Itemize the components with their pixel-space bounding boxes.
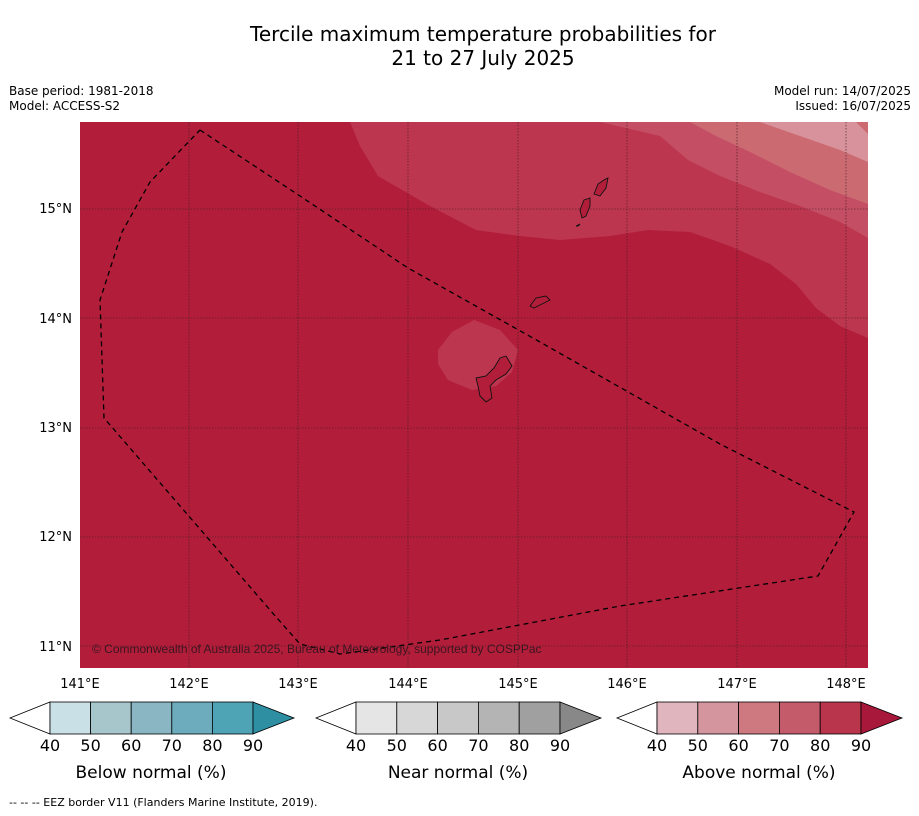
colorbar-below-tick: 50 (80, 736, 100, 755)
lat-label: 15°N (39, 202, 72, 217)
eez-footnote: -- -- -- EEZ border V11 (Flanders Marine… (9, 796, 318, 809)
lon-label: 142°E (169, 677, 209, 692)
meta-left: Base period: 1981-2018 Model: ACCESS-S2 (9, 84, 154, 114)
lat-label: 12°N (39, 530, 72, 545)
colorbar-above-tick: 70 (769, 736, 789, 755)
colorbar-label-near: Near normal (%) (388, 763, 528, 783)
title-line-2: 21 to 27 July 2025 (391, 46, 575, 70)
colorbar-above-segment (819, 701, 862, 735)
colorbar-above-tick: 60 (728, 736, 748, 755)
colorbar-near-tick: 60 (427, 736, 447, 755)
colorbar-near-tick: 80 (509, 736, 529, 755)
model-run: Model run: 14/07/2025 (773, 84, 911, 98)
colorbar-near-tick: 40 (346, 736, 366, 755)
lat-label: 14°N (39, 312, 72, 327)
colorbar-below-high-extend (252, 701, 296, 735)
gridlines (80, 122, 868, 668)
colorbar-above-high-extend (860, 701, 904, 735)
colorbar-below-tick: 60 (121, 736, 141, 755)
colorbar-above-segment (779, 701, 821, 735)
colorbar-below-segment (49, 701, 91, 735)
colorbar-above-segment (697, 701, 739, 735)
colorbar-near-segment (396, 701, 438, 735)
base-period: Base period: 1981-2018 (9, 84, 154, 98)
colorbar-near-tick: 50 (387, 736, 407, 755)
colorbar-below-segment (171, 701, 213, 735)
lon-label: 148°E (826, 677, 866, 692)
colorbar-above-tick: 90 (851, 736, 871, 755)
colorbar-below-low-extend (8, 701, 51, 735)
lon-label: 145°E (498, 677, 538, 692)
map-panel: © Commonwealth of Australia 2025, Bureau… (80, 122, 868, 668)
colorbar-near-tick: 70 (468, 736, 488, 755)
title-line-1: Tercile maximum temperature probabilitie… (250, 22, 716, 46)
colorbar-near-segment (518, 701, 561, 735)
copyright-notice: © Commonwealth of Australia 2025, Bureau… (92, 642, 542, 656)
tinian-island (579, 197, 591, 219)
lon-label: 147°E (717, 677, 757, 692)
colorbar-below-segment (90, 701, 132, 735)
lon-label: 146°E (607, 677, 647, 692)
colorbar-above-tick: 80 (810, 736, 830, 755)
lat-label: 11°N (39, 640, 72, 655)
colorbars: 40 50 60 70 80 90 40 50 60 70 80 90 40 50 60 70 80 90 (8, 701, 904, 755)
islands (475, 177, 609, 403)
guam-island (475, 355, 513, 403)
colorbar-near-high-extend (559, 701, 603, 735)
colorbar-labels: Below normal (%) Near normal (%) Above n… (76, 763, 836, 783)
colorbar-near-segment (437, 701, 479, 735)
colorbar-above-tick: 40 (647, 736, 667, 755)
colorbar-label-below: Below normal (%) (76, 763, 227, 783)
issued-date: Issued: 16/07/2025 (795, 99, 911, 113)
shade-band-50 (760, 122, 868, 162)
colorbar-below-tick: 40 (40, 736, 60, 755)
aguijan-island (575, 223, 581, 227)
meta-right: Model run: 14/07/2025 Issued: 16/07/2025 (774, 84, 911, 114)
saipan-island (593, 177, 609, 197)
map-title: Tercile maximum temperature probabilitie… (0, 22, 919, 70)
colorbar-below-segment (130, 701, 173, 735)
model-name: Model: ACCESS-S2 (9, 99, 121, 113)
lon-label: 143°E (278, 677, 318, 692)
rota-island (529, 295, 551, 309)
lat-labels: 15°N 14°N 13°N 12°N 11°N (39, 202, 72, 655)
colorbar-above-segment (738, 701, 780, 735)
colorbar-near-segment (477, 701, 520, 735)
colorbar-below-tick: 70 (162, 736, 182, 755)
colorbar-above-segment (656, 701, 699, 735)
colorbar-below-tick: 90 (243, 736, 263, 755)
lon-label: 144°E (388, 677, 428, 692)
lat-label: 13°N (39, 421, 72, 436)
colorbar-above-tick: 50 (688, 736, 708, 755)
colorbar-near-segment (355, 701, 398, 735)
lon-label: 141°E (60, 677, 100, 692)
colorbar-above-low-extend (615, 701, 658, 735)
colorbar-label-above: Above normal (%) (682, 763, 835, 783)
colorbar-below-segment (211, 701, 254, 735)
lon-labels: 141°E 142°E 143°E 144°E 145°E 146°E 147°… (60, 677, 866, 692)
colorbar-near-tick: 90 (550, 736, 570, 755)
colorbar-near-low-extend (314, 701, 357, 735)
colorbar-below-tick: 80 (202, 736, 222, 755)
